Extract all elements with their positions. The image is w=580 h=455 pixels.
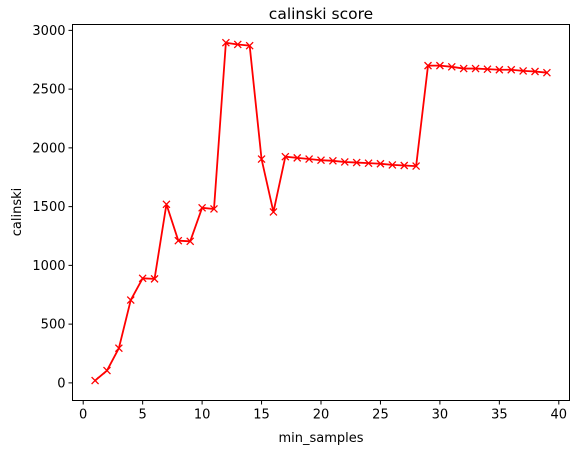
data-point <box>364 159 373 168</box>
data-point <box>447 62 456 71</box>
data-point <box>103 366 111 375</box>
data-point <box>531 67 539 76</box>
data-point <box>245 41 254 50</box>
series-layer <box>91 38 551 385</box>
data-point <box>340 158 349 166</box>
data-point <box>507 65 516 74</box>
data-point <box>162 200 171 209</box>
data-point <box>483 65 492 74</box>
y-tick-label: 2000 <box>32 141 65 156</box>
data-point <box>114 344 123 353</box>
y-tick-label: 500 <box>41 318 66 333</box>
data-point <box>210 205 218 213</box>
data-point <box>281 152 290 161</box>
data-point <box>150 274 159 283</box>
data-point <box>542 68 551 77</box>
data-point <box>186 237 195 246</box>
data-point <box>471 64 480 73</box>
y-tick-label: 3000 <box>32 24 65 39</box>
data-point <box>257 155 266 163</box>
data-point <box>305 155 314 163</box>
y-tick-label: 0 <box>57 376 65 391</box>
data-point <box>352 158 361 167</box>
x-tick-label: 15 <box>253 408 270 423</box>
data-point <box>400 161 409 170</box>
plot-area <box>72 24 570 401</box>
x-tick-label: 10 <box>194 408 211 423</box>
data-point <box>424 61 432 70</box>
x-tick-label: 35 <box>491 408 508 423</box>
data-point <box>412 162 421 171</box>
x-tick-label: 40 <box>551 408 568 423</box>
y-tick-label: 1000 <box>32 259 65 274</box>
data-point <box>198 203 207 212</box>
x-tick-label: 5 <box>139 408 147 423</box>
data-point <box>495 65 504 74</box>
data-point <box>388 160 397 169</box>
data-point <box>174 236 183 245</box>
x-tick-label: 25 <box>372 408 389 423</box>
data-point <box>138 274 147 283</box>
data-point <box>317 156 325 165</box>
data-point <box>293 153 302 162</box>
y-tick-label: 1500 <box>32 200 65 215</box>
data-point <box>91 376 100 385</box>
x-axis-label: min_samples <box>278 431 363 446</box>
data-point <box>328 156 337 165</box>
x-tick-label: 20 <box>313 408 330 423</box>
data-point <box>126 296 135 304</box>
data-point <box>221 38 230 47</box>
y-tick-label: 2500 <box>32 83 65 98</box>
data-point <box>269 207 278 216</box>
x-axis-ticks: 0 5 10 15 20 25 30 35 40 <box>79 400 568 423</box>
data-point <box>519 66 528 75</box>
y-axis-label: calinski <box>10 188 25 237</box>
data-point <box>376 159 385 168</box>
data-point <box>233 40 242 49</box>
data-point <box>459 64 468 73</box>
data-point <box>435 61 444 70</box>
y-axis-ticks: 0 500 1000 1500 2000 2500 3000 <box>32 24 73 391</box>
x-tick-label: 30 <box>432 408 449 423</box>
x-tick-label: 0 <box>79 408 87 423</box>
chart-title: calinski score <box>269 5 373 23</box>
